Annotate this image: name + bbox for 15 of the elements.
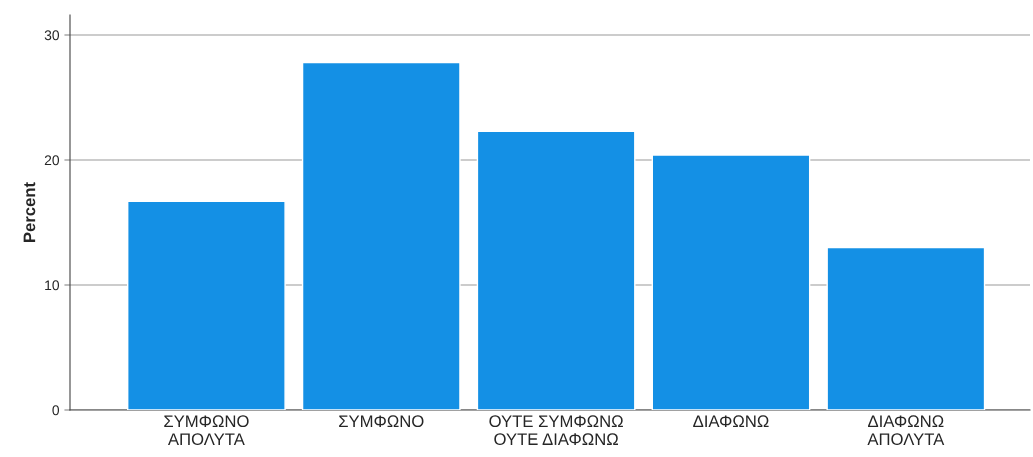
x-tick-label: ΔΙΑΦΩΝΩ ΑΠΟΛΥΤΑ (867, 415, 945, 446)
bar (651, 154, 811, 410)
bar (301, 61, 461, 410)
x-tick-label: ΔΙΑΦΩΝΩ (693, 415, 769, 428)
x-tick-label: ΣΥΜΦΩΝΟ (339, 415, 424, 428)
y-tick-label: 0 (52, 405, 60, 416)
x-tick-label: ΣΥΜΦΩΝΟ ΑΠΟΛΥΤΑ (164, 415, 249, 446)
y-tick-label: 20 (44, 155, 60, 166)
y-tick-label: 10 (45, 280, 60, 291)
y-tick-label: 30 (44, 30, 60, 41)
bar (476, 130, 636, 410)
bar (127, 200, 286, 410)
bar (826, 246, 986, 410)
x-tick-label: ΟΥΤΕ ΣΥΜΦΩΝΩ ΟΥΤΕ ΔΙΑΦΩΝΩ (489, 415, 623, 446)
y-axis-title: Percent (23, 182, 36, 242)
